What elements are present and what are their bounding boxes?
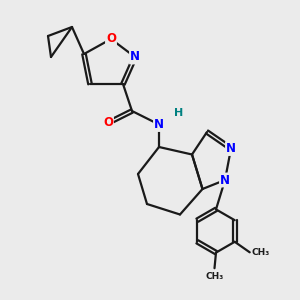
Text: O: O — [106, 32, 116, 46]
Text: CH₃: CH₃ — [252, 248, 270, 257]
Text: CH₃: CH₃ — [206, 272, 224, 281]
Text: O: O — [103, 116, 113, 130]
Text: H: H — [174, 107, 183, 118]
Text: N: N — [130, 50, 140, 64]
Text: N: N — [220, 173, 230, 187]
Text: N: N — [226, 142, 236, 155]
Text: N: N — [154, 118, 164, 131]
